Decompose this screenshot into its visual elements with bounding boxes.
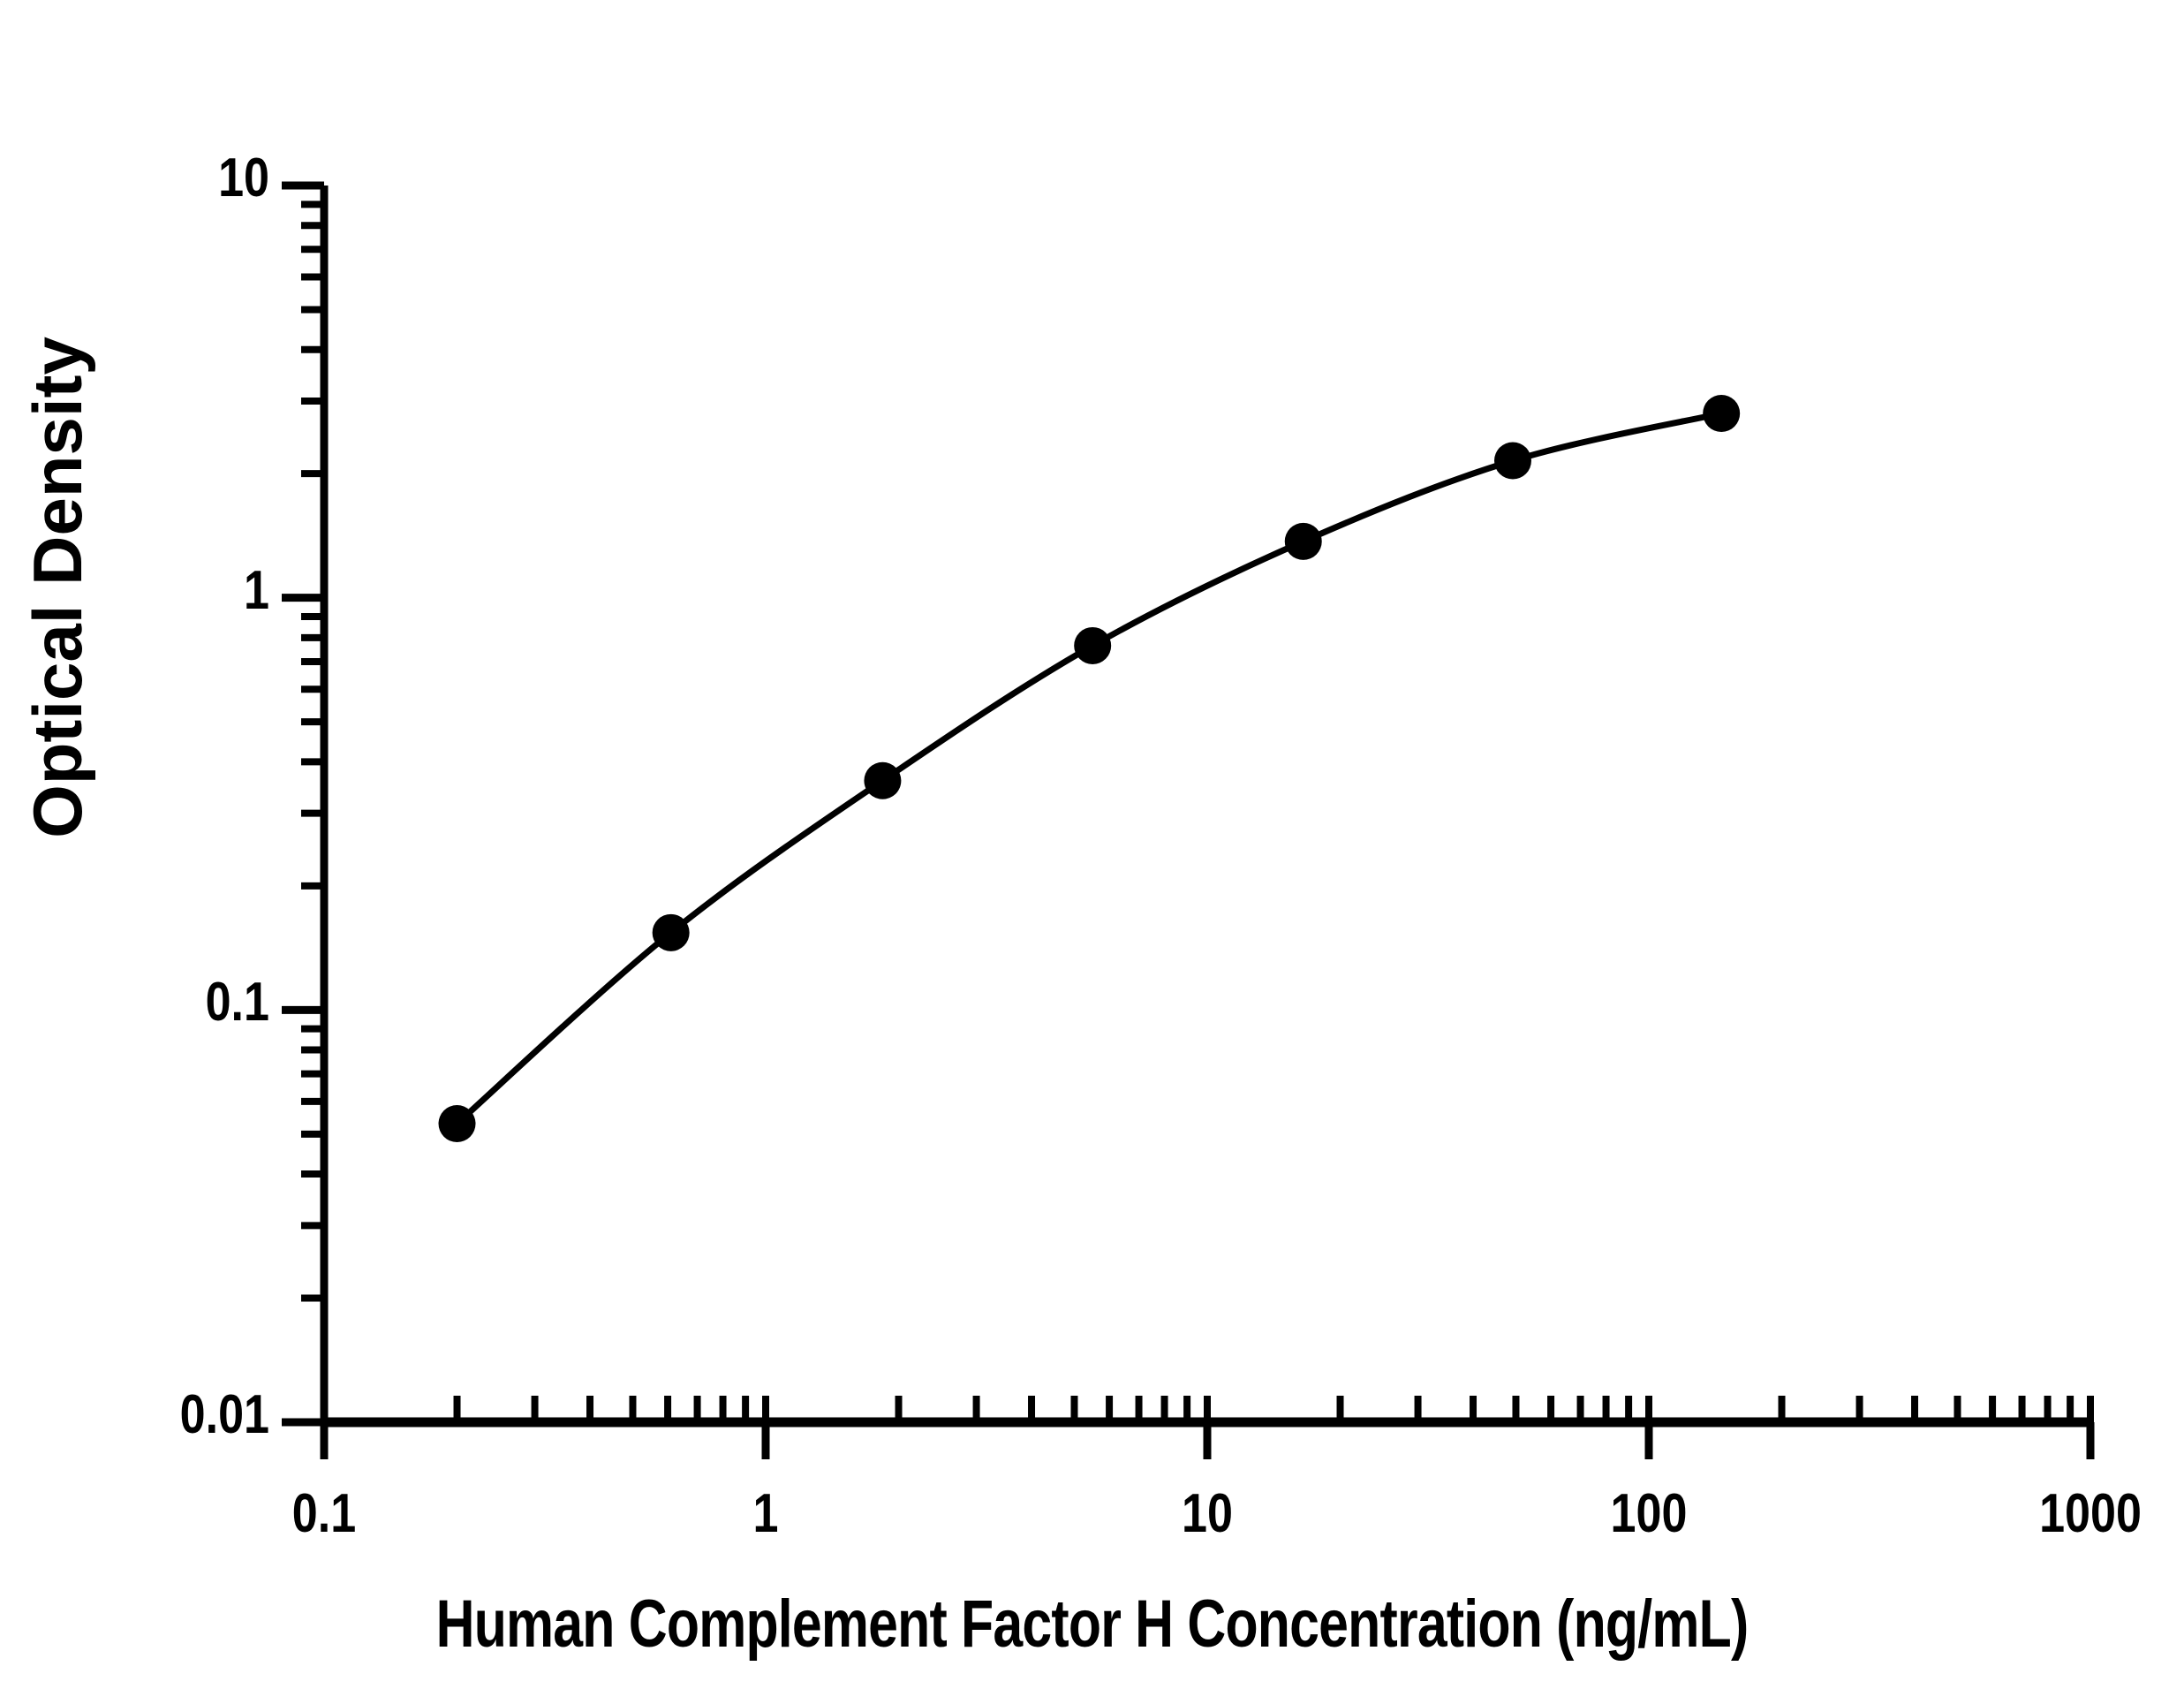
data-point-marker [1493, 442, 1531, 480]
data-curve [454, 410, 1725, 1127]
data-point-marker [1703, 394, 1741, 432]
x-axis-tick-label: 0.1 [291, 1483, 357, 1544]
y-axis-tick-label: 0.01 [179, 1384, 269, 1445]
data-point-marker [652, 913, 690, 951]
x-axis-title: Human Complement Factor H Concentration … [435, 1587, 1749, 1662]
data-point-marker [1074, 626, 1112, 664]
y-axis-tick-label: 10 [218, 148, 269, 208]
x-axis-tick-label: 10 [1182, 1483, 1233, 1544]
data-point-markers [438, 394, 1741, 1143]
y-axis-tick-label: 1 [244, 559, 269, 621]
data-point-marker [438, 1105, 476, 1143]
y-axis-title: Optical Density [19, 337, 96, 838]
axis-lines [320, 186, 2090, 1428]
y-axis-ticks [282, 181, 324, 1427]
y-axis-title-wrapper: Optical Density [18, 234, 115, 941]
x-axis-tick-label: 100 [1610, 1483, 1688, 1544]
data-point-marker [1284, 522, 1322, 560]
x-axis-ticks [320, 1396, 2095, 1459]
x-axis-tick-label: 1 [752, 1483, 779, 1544]
y-axis-tick-label: 0.1 [205, 972, 269, 1034]
x-axis-tick-label: 1000 [2039, 1483, 2142, 1544]
data-point-marker [864, 761, 902, 799]
